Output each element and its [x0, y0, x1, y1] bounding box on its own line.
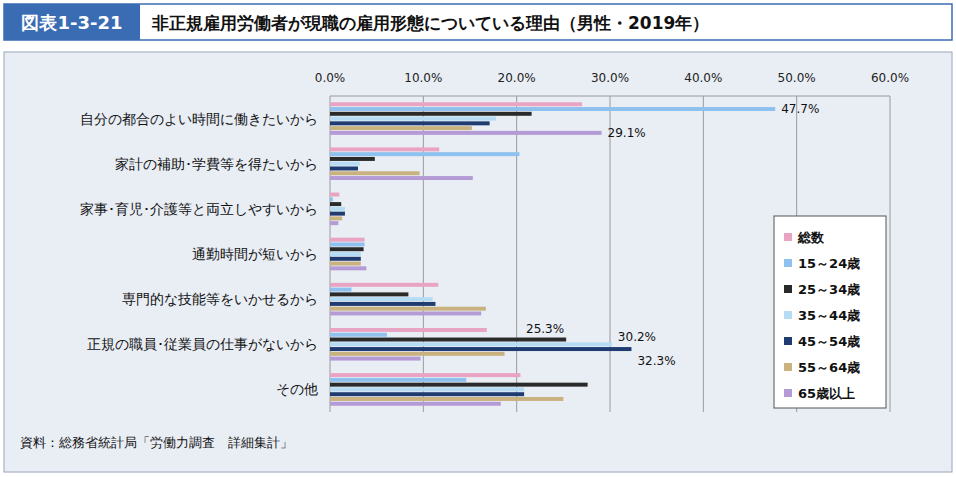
figure-number: 図表1-3-21	[21, 12, 122, 33]
legend-swatch	[784, 233, 792, 241]
bar	[330, 147, 439, 151]
data-label: 25.3%	[526, 322, 564, 336]
bar	[330, 262, 361, 266]
bar	[330, 238, 365, 242]
grid-line	[703, 96, 704, 412]
bar	[330, 302, 435, 306]
legend-label: 15～24歳	[798, 256, 860, 271]
bar	[330, 212, 345, 216]
legend-label: 65歳以上	[798, 386, 855, 401]
category-label: 家計の補助･学費等を得たいから	[115, 156, 318, 172]
bar	[330, 257, 361, 261]
bar	[330, 207, 345, 211]
legend-swatch	[784, 389, 792, 397]
bar	[330, 126, 472, 130]
bar	[330, 221, 338, 225]
panel	[4, 52, 952, 472]
bar	[330, 121, 490, 125]
bar	[330, 297, 433, 301]
bar	[330, 252, 361, 256]
bar	[330, 387, 524, 391]
bar	[330, 102, 582, 106]
bar	[330, 216, 342, 220]
bar	[330, 342, 612, 346]
grid-line	[890, 96, 891, 412]
chart: 図表1-3-21 非正規雇用労働者が現職の雇用形態についている理由（男性・2019…	[0, 0, 956, 477]
bar	[330, 117, 496, 121]
bars	[330, 102, 775, 405]
grid-line	[423, 96, 424, 412]
legend-swatch	[784, 259, 792, 267]
legend-label: 総数	[797, 230, 825, 245]
bar	[330, 112, 532, 116]
bar	[330, 347, 631, 351]
bar	[330, 352, 505, 356]
legend-label: 25～34歳	[798, 282, 860, 297]
bar	[330, 197, 333, 201]
legend-swatch	[784, 363, 792, 371]
category-label: 通勤時間が短いから	[192, 246, 318, 262]
data-label: 32.3%	[637, 354, 675, 368]
data-label: 30.2%	[618, 330, 656, 344]
bar	[330, 171, 420, 175]
category-label: 自分の都合のよい時間に働きたいから	[80, 111, 318, 127]
tick-label: 60.0%	[871, 71, 909, 85]
bar	[330, 397, 563, 401]
tick-label: 40.0%	[684, 71, 722, 85]
grid-line	[610, 96, 611, 412]
category-label: 正規の職員･従業員の仕事がないから	[87, 336, 318, 352]
header-badge	[4, 4, 140, 40]
bar	[330, 242, 365, 246]
data-label: 29.1%	[608, 126, 646, 140]
bar	[330, 193, 339, 197]
title: 非正規雇用労働者が現職の雇用形態についている理由（男性・2019年）	[151, 13, 709, 33]
legend: 総数 15～24歳 25～34歳 35～44歳 45～54歳 55～64歳 65歳以上	[774, 216, 886, 408]
bar	[330, 292, 408, 296]
source: 資料：総務省統計局「労働力調査 詳細集計」	[20, 435, 293, 450]
bar	[330, 311, 481, 315]
category-label: その他	[276, 381, 318, 397]
tick-label: 30.0%	[591, 71, 629, 85]
bar	[330, 307, 486, 311]
data-label: 47.7%	[781, 102, 819, 116]
bar	[330, 383, 588, 387]
grid-line	[516, 96, 517, 412]
bar	[330, 247, 364, 251]
tick-label: 50.0%	[778, 71, 816, 85]
bar	[330, 333, 387, 337]
bar	[330, 328, 487, 332]
tick-label: 10.0%	[404, 71, 442, 85]
category-label: 専門的な技能等をいかせるから	[122, 291, 318, 307]
bar	[330, 288, 351, 292]
bar	[330, 152, 519, 156]
bar	[330, 392, 524, 396]
legend-label: 45～54歳	[798, 334, 860, 349]
legend-swatch	[784, 285, 792, 293]
category-label: 家事･育児･介護等と両立しやすいから	[80, 201, 318, 217]
legend-swatch	[784, 337, 792, 345]
bar	[330, 131, 602, 135]
bar	[330, 202, 341, 206]
header-frame	[4, 4, 952, 40]
bar	[330, 157, 375, 161]
bar	[330, 378, 466, 382]
grid	[330, 96, 890, 412]
bar	[330, 107, 775, 111]
bar	[330, 338, 566, 342]
bar	[330, 283, 438, 287]
tick-label: 20.0%	[498, 71, 536, 85]
legend-box	[774, 216, 886, 408]
legend-label: 35～44歳	[798, 308, 860, 323]
bar	[330, 167, 358, 171]
bar	[330, 373, 520, 377]
bar	[330, 162, 360, 166]
legend-swatch	[784, 311, 792, 319]
legend-label: 55～64歳	[798, 360, 860, 375]
bar	[330, 176, 473, 180]
bar	[330, 402, 501, 406]
axis-line	[330, 96, 890, 97]
tick-label: 0.0%	[315, 71, 346, 85]
bar	[330, 357, 421, 361]
bar	[330, 266, 366, 270]
